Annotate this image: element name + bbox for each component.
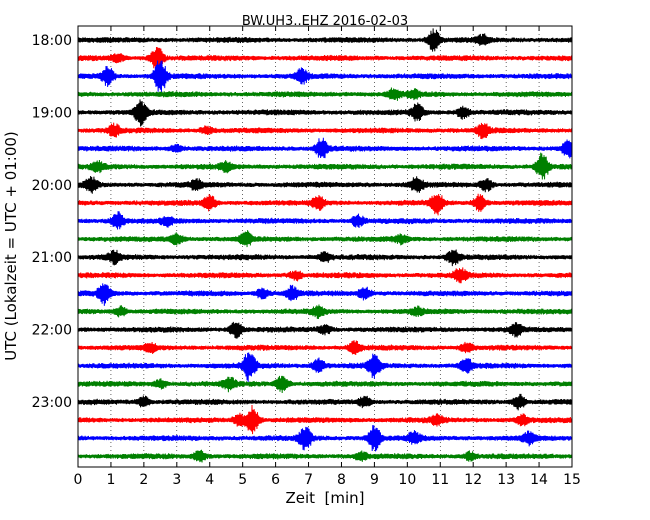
x-tick-label: 12: [464, 472, 482, 488]
x-tick-label: 8: [337, 472, 346, 488]
y-tick-label: 22:00: [32, 323, 72, 339]
x-tick-label: 6: [271, 472, 280, 488]
seismic-trace: [77, 405, 573, 435]
seismic-trace: [77, 87, 573, 101]
x-tick-label: 4: [205, 472, 214, 488]
seismic-trace: [77, 304, 573, 320]
seismic-trace: [77, 340, 573, 355]
seismic-trace: [77, 393, 573, 411]
seismic-trace: [77, 375, 573, 394]
seismic-trace: [77, 122, 573, 140]
seismic-trace: [77, 267, 573, 284]
y-axis: 18:00 19:00 20:00 21:00 22:00 23:00: [32, 33, 572, 411]
seismic-trace: [77, 249, 573, 267]
seismic-trace: [77, 321, 573, 339]
seismic-trace: [77, 193, 573, 216]
x-tick-label: 13: [497, 472, 515, 488]
x-tick-label: 9: [370, 472, 379, 488]
x-tick-label: 2: [139, 472, 148, 488]
x-tick-label: 0: [74, 472, 83, 488]
x-tick-label: 1: [106, 472, 115, 488]
seismic-trace: [77, 283, 573, 306]
y-axis-label: UTC (Lokalzeit = UTC + 01:00): [2, 131, 20, 361]
seismic-trace: [77, 137, 573, 159]
x-tick-label: 7: [304, 472, 313, 488]
x-tick-label: 11: [431, 472, 449, 488]
seismic-trace: [77, 425, 573, 452]
minute-grid: [110, 26, 540, 467]
x-axis-label: Zeit [min]: [285, 489, 364, 507]
seismic-trace: [77, 152, 573, 180]
y-tick-label: 23:00: [32, 395, 72, 411]
seismic-trace: [77, 449, 573, 463]
seismic-trace: [77, 211, 573, 230]
x-axis: 0 1 2 3 4 5 6 7 8 9 10 11 12 13 14 15: [74, 26, 581, 488]
plot-frame: [77, 25, 573, 468]
seismic-trace: [77, 175, 573, 194]
x-tick-label: 10: [398, 472, 416, 488]
x-tick-label: 5: [238, 472, 247, 488]
x-tick-label: 15: [563, 472, 581, 488]
seismic-trace: [77, 28, 573, 52]
seismic-traces: [77, 28, 573, 463]
seismic-trace: [77, 60, 573, 94]
seismic-trace: [77, 99, 573, 127]
chart-title: BW.UH3..EHZ 2016-02-03: [242, 14, 408, 29]
y-tick-label: 20:00: [32, 178, 72, 194]
y-tick-label: 19:00: [32, 105, 72, 121]
y-tick-label: 18:00: [32, 33, 72, 49]
seismic-trace: [77, 352, 573, 383]
x-tick-label: 14: [530, 472, 548, 488]
seismic-trace: [77, 47, 573, 71]
y-tick-label: 21:00: [32, 250, 72, 266]
seismic-trace: [77, 230, 573, 248]
x-tick-label: 3: [172, 472, 181, 488]
